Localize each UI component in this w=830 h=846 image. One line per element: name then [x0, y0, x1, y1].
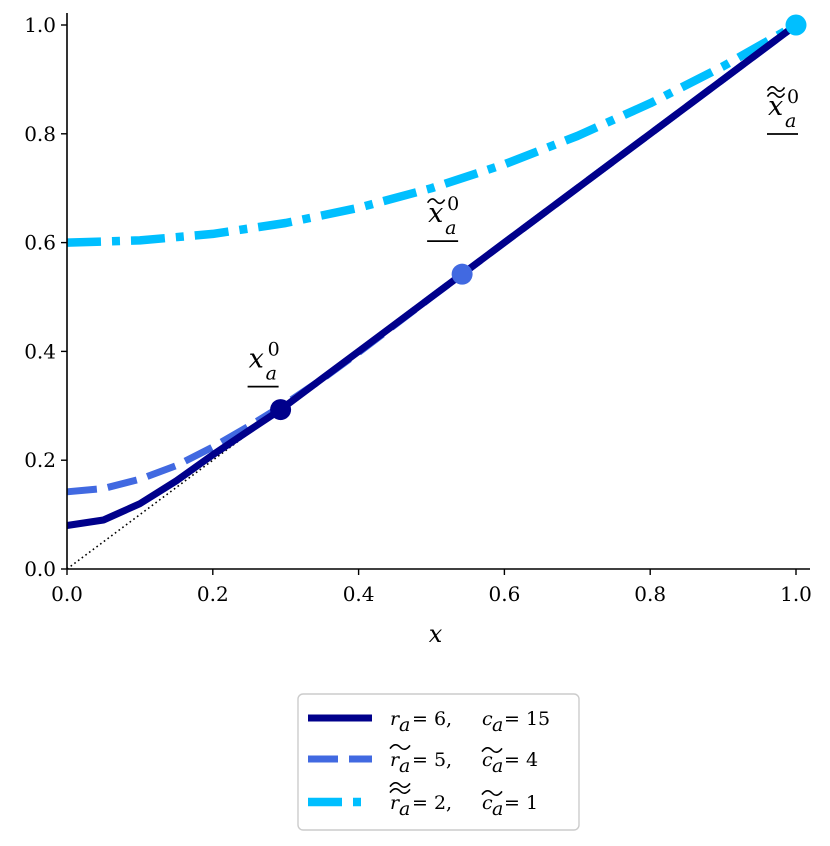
legend-rhs-symbol: c: [482, 708, 493, 730]
series-line-2: [66, 22, 799, 496]
x-tick-label: 0.4: [343, 582, 375, 606]
legend-rhs-subscript: a: [492, 755, 503, 777]
legend-lhs-symbol: r: [390, 708, 401, 730]
legend-lhs-value: = 5,: [412, 749, 452, 771]
x-tick-label: 0.6: [488, 582, 520, 606]
legend-rhs-tilde: [481, 747, 503, 753]
marker-annotations: x a0x a0x a0: [247, 14, 807, 421]
x-axis-label: x: [429, 620, 443, 648]
y-tick-label: 0.0: [24, 557, 56, 581]
annot-symbol: x: [249, 344, 264, 375]
legend-lhs-tilde: [389, 788, 411, 794]
annot-superscript: 0: [268, 339, 280, 361]
legend-lhs-subscript: a: [399, 755, 410, 777]
y-tick-label: 0.8: [24, 122, 56, 146]
x-tick-label: 0.8: [634, 582, 666, 606]
marker-point-2: [451, 263, 473, 285]
legend-rhs-subscript: a: [492, 798, 503, 820]
annot-subscript: a: [445, 217, 456, 239]
legend-rhs-value: = 1: [504, 792, 538, 814]
y-tick-label: 0.4: [24, 339, 56, 363]
marker-label-2: x a0: [426, 193, 459, 243]
marker-point-1: [270, 399, 292, 421]
legend-rhs-subscript: a: [492, 714, 503, 736]
legend-lhs-value: = 6,: [412, 708, 452, 730]
axes: 0.0 0.2 0.4 0.6 0.8 1.0 0.0 0.2 0.4 0.6 0.8 1.0 x: [24, 13, 812, 648]
annot-superscript: 0: [787, 86, 799, 108]
series-line-1: [66, 22, 799, 529]
annot-tilde-2: [766, 86, 786, 92]
legend-lhs-symbol: r: [390, 792, 401, 814]
marker-label-3: x a0: [766, 86, 799, 135]
x-tick-label: 0.2: [197, 582, 229, 606]
plot-area: [66, 21, 799, 570]
legend-lhs-subscript: a: [399, 714, 410, 736]
legend-lhs-symbol: r: [390, 749, 401, 771]
legend-rhs-value: = 15: [504, 708, 550, 730]
x-tick-label: 1.0: [780, 582, 812, 606]
annot-subscript: a: [266, 363, 277, 385]
legend-rhs-symbol: c: [482, 749, 493, 771]
y-tick-label: 0.2: [24, 448, 56, 472]
legend-rhs-tilde: [481, 790, 503, 796]
legend-lhs-tilde-2: [389, 782, 411, 788]
annot-symbol: x: [768, 91, 783, 122]
series-line-3: [66, 21, 799, 247]
annot-tilde: [766, 92, 786, 98]
legend-box: [297, 693, 580, 831]
legend-rhs-value: = 4: [504, 749, 538, 771]
annot-symbol: x: [428, 198, 443, 229]
marker-label-1: x a0: [247, 339, 280, 388]
y-tick-label: 0.6: [24, 231, 56, 255]
y-tick-label: 1.0: [24, 13, 56, 37]
x-tick-label: 0.0: [51, 582, 83, 606]
legend-lhs-tilde: [389, 744, 411, 750]
legend-lhs-subscript: a: [399, 798, 410, 820]
legend-lhs-value: = 2,: [412, 792, 452, 814]
annot-tilde: [426, 198, 446, 205]
annot-subscript: a: [785, 110, 796, 132]
marker-point-3: [785, 14, 807, 36]
annot-superscript: 0: [447, 193, 459, 215]
legend-rhs-symbol: c: [482, 792, 493, 814]
